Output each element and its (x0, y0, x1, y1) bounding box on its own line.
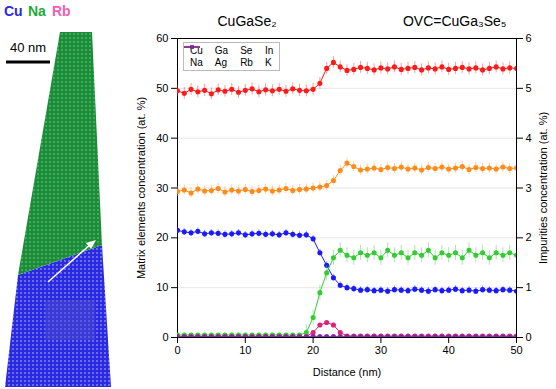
html-text:Ga: Ga (214, 45, 229, 56)
html-text:Ag: Ag (214, 57, 227, 68)
svg-text:50: 50 (510, 344, 522, 356)
svg-text:30: 30 (375, 344, 387, 356)
svg-text:10: 10 (239, 344, 251, 356)
html-text:Se: Se (240, 45, 253, 56)
svg-text:0: 0 (526, 331, 532, 343)
svg-text:2: 2 (526, 231, 532, 243)
svg-text:Rb: Rb (52, 3, 71, 19)
svg-text:40: 40 (443, 344, 455, 356)
svg-text:1: 1 (526, 281, 532, 293)
svg-text:CuGaSe₂: CuGaSe₂ (218, 13, 277, 29)
svg-text:20: 20 (307, 344, 319, 356)
svg-text:Cu: Cu (4, 3, 23, 19)
svg-text:Na: Na (28, 3, 46, 19)
svg-text:5: 5 (526, 82, 532, 94)
svg-text:40 nm: 40 nm (10, 40, 46, 55)
html-text:In: In (264, 45, 274, 56)
svg-text:OVC=CuGa₃Se₅: OVC=CuGa₃Se₅ (403, 13, 507, 29)
html-text:K: K (264, 57, 272, 68)
html-text:Na: Na (190, 57, 203, 68)
html-text:Rb: Rb (240, 57, 253, 68)
svg-text:40: 40 (156, 132, 168, 144)
svg-text:0: 0 (174, 344, 180, 356)
svg-text:0: 0 (162, 331, 168, 343)
svg-text:50: 50 (156, 82, 168, 94)
svg-text:4: 4 (526, 132, 532, 144)
svg-text:Impurities concentration (at.: Impurities concentration (at. %) (537, 112, 549, 264)
svg-text:10: 10 (156, 281, 168, 293)
svg-text:20: 20 (156, 231, 168, 243)
html-text:Cu: Cu (190, 45, 203, 56)
svg-text:6: 6 (526, 32, 532, 44)
svg-text:Matrix elements concentration: Matrix elements concentration (at. %) (135, 97, 147, 279)
svg-text:Distance (nm): Distance (nm) (313, 366, 381, 378)
svg-text:60: 60 (156, 32, 168, 44)
svg-text:30: 30 (156, 182, 168, 194)
svg-text:3: 3 (526, 182, 532, 194)
